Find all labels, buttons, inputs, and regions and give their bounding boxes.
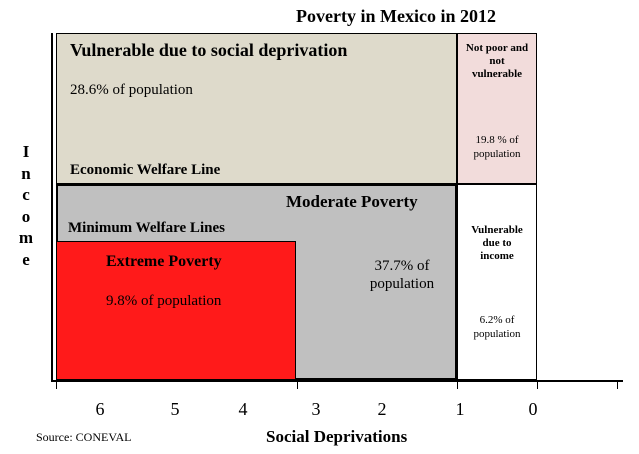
moderate-value-line2: population [369,276,435,292]
y-label-letter: o [21,206,31,226]
y-axis-label: I n c o m e [16,141,36,270]
economic-welfare-line-label: Economic Welfare Line [70,162,221,178]
chart-title: Poverty in Mexico in 2012 [296,6,496,26]
not-poor-value: 19.8 % of population [457,133,537,161]
x-tick-label: 4 [238,399,248,419]
quadrant-extreme-poverty [56,241,296,380]
vulnerable-income-value: 6.2% of population [457,313,537,341]
y-label-letter: e [22,249,30,269]
x-tick-label: 5 [170,399,180,419]
vulnerable-income-label: Vulnerable due to income [457,224,537,263]
x-axis-label: Social Deprivations [266,427,408,446]
y-label-letter: m [18,228,34,247]
x-tick [56,380,57,389]
not-poor-label-line2: not [489,55,505,67]
vulnerable-income-value-line2: population [473,328,521,340]
not-poor-label: Not poor and not vulnerable [457,42,537,81]
vulnerable-income-label-line3: income [480,250,514,262]
x-tick [537,380,538,389]
quadrant-vulnerable-income [457,184,537,380]
x-tick-label: 3 [311,399,321,419]
source-note: Source: CONEVAL [36,430,132,444]
vulnerable-social-value: 28.6% of population [70,82,193,98]
x-tick-label: 6 [95,399,105,419]
extreme-poverty-value: 9.8% of population [106,293,222,309]
vulnerable-income-value-line1: 6.2% of [479,314,515,326]
not-poor-value-line2: population [473,148,521,160]
vulnerable-social-label: Vulnerable due to social deprivation [70,40,348,60]
minimum-welfare-lines-label: Minimum Welfare Lines [68,220,225,236]
y-label-letter: I [22,142,30,161]
moderate-poverty-label: Moderate Poverty [286,192,418,211]
vulnerable-income-label-line2: due to [482,237,512,249]
vulnerable-income-label-line1: Vulnerable [471,224,523,236]
x-axis-line [51,380,623,382]
x-tick-label: 2 [377,399,387,419]
not-poor-label-line3: vulnerable [471,68,523,80]
x-tick-label: 0 [528,399,538,419]
quadrant-not-poor [457,33,537,184]
moderate-value-line1: 37.7% of [374,258,430,274]
extreme-poverty-label: Extreme Poverty [106,253,222,270]
x-tick [617,380,618,389]
moderate-poverty-value: 37.7% of population [350,257,454,293]
y-label-letter: c [22,185,30,204]
quadrant-vulnerable-social [56,33,457,184]
not-poor-label-line1: Not poor and [465,42,529,54]
y-axis-line [51,33,53,382]
x-tick [457,380,458,389]
not-poor-value-line1: 19.8 % of [475,134,519,146]
x-tick [297,380,298,389]
y-label-letter: n [21,163,31,183]
x-tick-label: 1 [455,399,465,419]
